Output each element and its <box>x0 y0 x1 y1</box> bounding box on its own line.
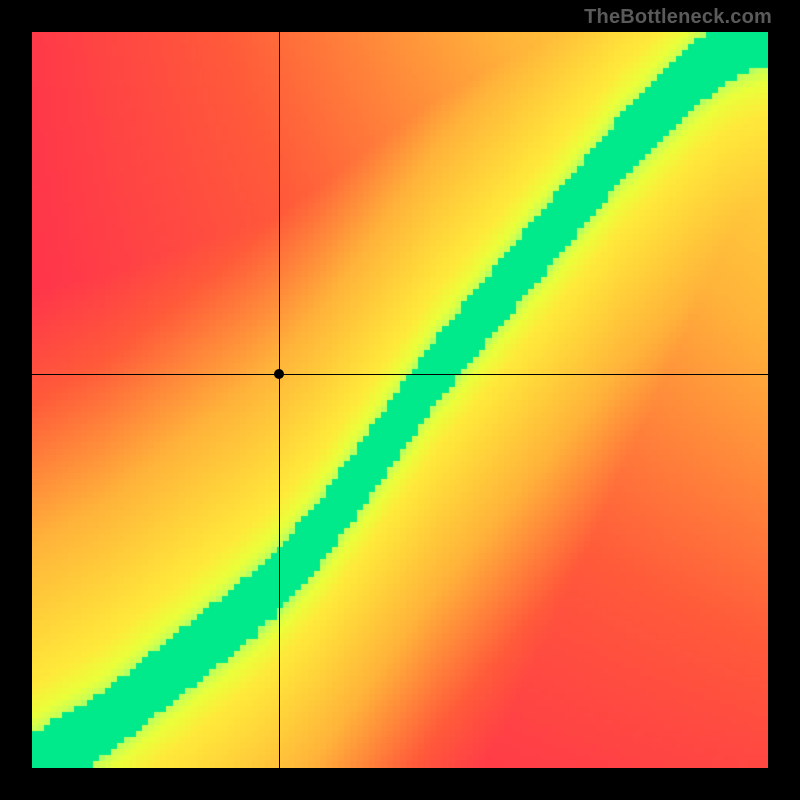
watermark-text: TheBottleneck.com <box>584 6 772 29</box>
crosshair-vertical <box>279 32 280 768</box>
data-point-marker <box>274 369 284 379</box>
plot-area <box>32 32 768 768</box>
crosshair-horizontal <box>32 374 768 375</box>
heatmap-canvas <box>32 32 768 768</box>
